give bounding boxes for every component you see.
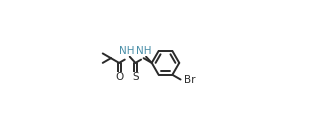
Text: S: S bbox=[132, 72, 139, 82]
Text: Br: Br bbox=[185, 75, 196, 84]
Text: O: O bbox=[115, 72, 123, 82]
Text: NH: NH bbox=[120, 46, 135, 56]
Text: NH: NH bbox=[136, 46, 151, 56]
